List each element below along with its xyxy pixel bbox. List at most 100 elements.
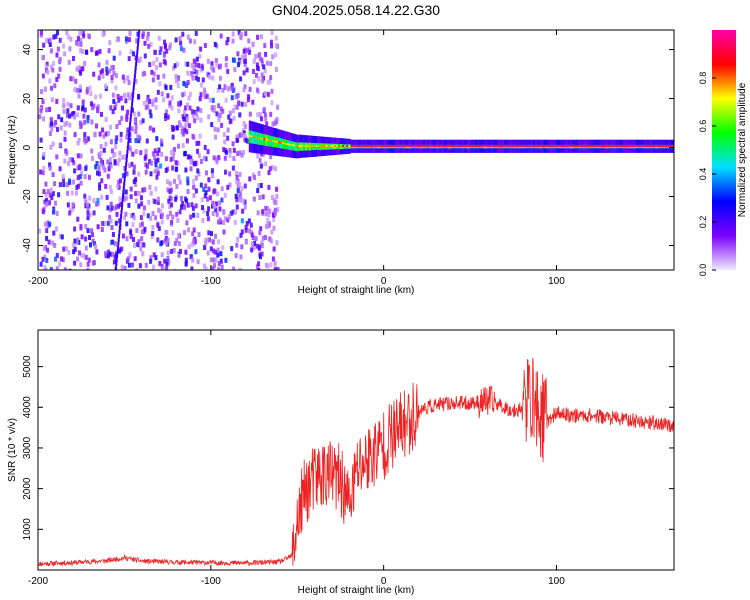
heatmap-cell [582,144,586,147]
heatmap-cell [96,224,100,230]
heatmap-cell [501,144,505,147]
heatmap-cell [76,112,80,118]
heatmap-cell [212,257,216,263]
heatmap-cell [99,161,103,167]
heatmap-cell [605,144,608,147]
y-tick-label: 0 [22,144,33,150]
heatmap-cell [124,170,127,174]
heatmap-cell [266,222,270,228]
heatmap-cell [56,126,59,132]
heatmap-cell [468,144,472,147]
heatmap-cell [221,108,225,114]
heatmap-cell [166,214,170,220]
heatmap-cell [146,213,150,219]
heatmap-cell [66,108,70,114]
heatmap-cell [356,144,360,147]
heatmap-cell [135,268,139,270]
heatmap-cell [62,182,66,188]
heatmap-cell [185,121,189,127]
heatmap-cell [263,43,267,49]
heatmap-cell [187,154,191,160]
heatmap-cell [77,65,81,70]
heatmap-cell [82,253,86,259]
heatmap-cell [170,95,174,101]
heatmap-cell [45,201,49,207]
heatmap-cell [584,144,588,147]
heatmap-cell [38,114,42,120]
heatmap-cell [61,257,65,263]
heatmap-cell [51,67,55,73]
heatmap-cell [273,260,277,266]
heatmap-cell [126,146,129,150]
colorbar-tick-label: 0.6 [698,120,708,133]
heatmap-cell [68,46,72,52]
heatmap-cell [125,114,129,120]
heatmap-cell [248,86,252,92]
heatmap-cell [65,30,69,35]
heatmap-cell [189,155,193,161]
heatmap-cell [99,144,103,150]
heatmap-cell [147,43,151,49]
heatmap-cell [593,144,596,147]
heatmap-cell [259,226,263,232]
heatmap-cell [483,144,486,147]
heatmap-cell [166,93,170,99]
heatmap-cell [91,260,95,266]
heatmap-cell [317,144,320,147]
heatmap-cell [151,225,155,230]
heatmap-cell [138,263,142,269]
heatmap-cell [79,41,83,47]
heatmap-cell [280,141,283,144]
heatmap-cell [86,115,90,120]
heatmap-cell [250,247,254,253]
heatmap-cell [162,53,166,59]
heatmap-cell [114,73,118,78]
heatmap-cell [630,144,633,147]
heatmap-cell [243,124,247,129]
heatmap-cell [273,207,277,213]
heatmap-cell [156,89,160,95]
heatmap-cell [86,215,90,221]
heatmap-cell [239,76,243,82]
heatmap-cell [107,249,111,255]
heatmap-cell [183,91,187,97]
heatmap-cell [186,61,190,67]
heatmap-cell [98,182,102,188]
heatmap-cell [634,144,637,147]
heatmap-cell [136,50,139,54]
heatmap-cell [123,182,126,186]
heatmap-cell [109,218,113,224]
heatmap-cell [591,144,594,147]
heatmap-cell [139,246,143,252]
heatmap-cell [191,113,195,119]
heatmap-cell [460,144,463,147]
heatmap-cell [270,195,274,200]
heatmap-cell [39,30,43,36]
heatmap-cell [628,144,631,147]
heatmap-cell [292,144,295,147]
heatmap-cell [84,223,88,229]
heatmap-cell [192,227,196,233]
heatmap-cell [110,225,114,230]
heatmap-cell [217,266,221,270]
heatmap-cell [67,250,71,255]
heatmap-cell [159,209,163,214]
heatmap-cell [118,150,122,156]
heatmap-cell [655,144,658,147]
heatmap-cell [215,211,219,217]
heatmap-cell [169,84,173,90]
heatmap-cell [176,76,180,82]
heatmap-cell [56,30,59,36]
heatmap-cell [185,114,189,119]
spectrogram-y-label: Frequency (Hz) [7,116,18,185]
heatmap-cell [89,212,92,218]
heatmap-cell [127,262,131,268]
heatmap-cell [115,258,118,262]
heatmap-cell [204,183,208,189]
heatmap-cell [273,200,277,205]
heatmap-cell [119,178,122,184]
heatmap-cell [58,66,62,72]
heatmap-cell [44,181,48,187]
heatmap-cell [499,144,503,147]
